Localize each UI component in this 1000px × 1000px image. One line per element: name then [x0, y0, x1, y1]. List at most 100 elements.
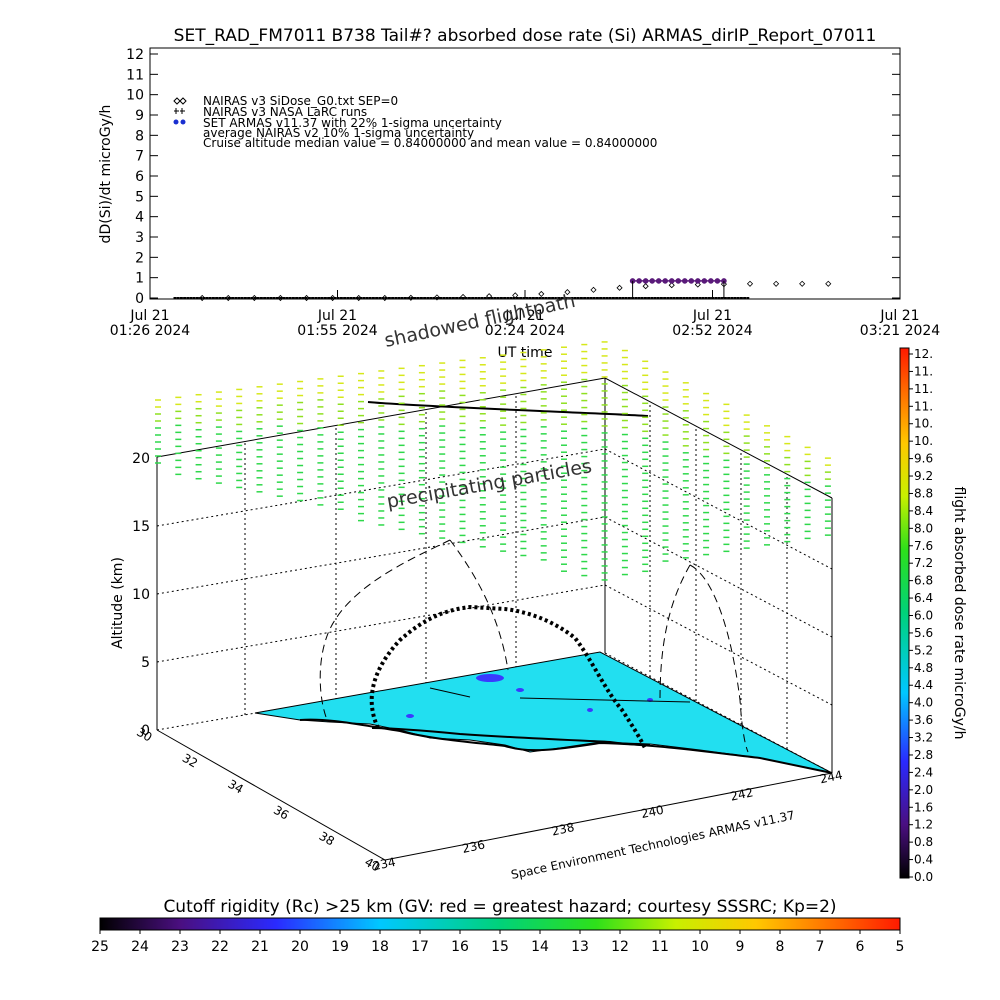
nairas-point — [486, 293, 493, 300]
nairas-point — [538, 290, 545, 297]
y-tick-label: 5 — [135, 189, 144, 205]
dose-colorbar-ticks: 0.0 0.4 0.8 1.2 1.6 2.0 2.4 2.8 3.2 3.6 4.0 4.4 4.8 5… — [909, 347, 933, 884]
y-tick-label: 12 — [126, 47, 144, 63]
flight-projection-mid — [449, 539, 509, 671]
3d-frame — [156, 377, 833, 861]
latitude-tick-label: 40 — [362, 855, 382, 875]
credit-text: Space Environment Technologies ARMAS v11… — [510, 808, 796, 882]
rigidity-colorbar-tick-label: 6 — [856, 939, 865, 955]
rigidity-colorbar-tick-label: 11 — [651, 939, 669, 955]
x-tick-label-time: 03:21 2024 — [860, 323, 941, 339]
rigidity-colorbar-tick-label: 19 — [331, 939, 349, 955]
rigidity-colorbar-tick-label: 5 — [896, 939, 905, 955]
rigidity-colorbar-tick-label: 18 — [371, 939, 389, 955]
rigidity-colorbar-tick-label: 16 — [451, 939, 469, 955]
nairas-point — [746, 280, 754, 287]
rigidity-colorbar-tick-label: 23 — [171, 939, 189, 955]
rigidity-colorbar-label: Cutoff rigidity (Rc) >25 km (GV: red = g… — [163, 897, 836, 917]
surface-track-line — [429, 687, 471, 698]
rigidity-colorbar-tick-label: 24 — [131, 939, 149, 955]
rigidity-colorbar-tick-label: 13 — [571, 939, 589, 955]
nairas-point — [799, 280, 806, 287]
y-tick-label: 4 — [135, 210, 144, 226]
rigidity-colorbar — [99, 917, 901, 931]
dose-colorbar-tick-label: 3.2 — [914, 731, 933, 745]
legend-entry-set-armas: SET ARMAS v11.37 with 22% 1-sigma uncert… — [203, 116, 502, 130]
dose-colorbar-tick-label: 9.6 — [914, 452, 933, 466]
legend-marker-diamond — [173, 97, 187, 105]
nairas-point — [251, 294, 258, 302]
x-tick-label-time: 02:24 2024 — [485, 323, 566, 339]
nairas-point — [199, 294, 206, 302]
nairas-point — [433, 294, 441, 301]
x-tick-label-date: Jul 21 — [879, 308, 919, 324]
rigidity-colorbar-tick-label: 7 — [816, 939, 825, 955]
y-tick-label: 3 — [135, 230, 144, 246]
dose-colorbar-tick-label: 8.0 — [914, 521, 933, 535]
dose-colorbar-tick-label: 11. — [914, 382, 933, 396]
3d-back-wall-grid — [156, 395, 833, 774]
nairas-point — [590, 286, 597, 293]
annotation-precipitating-particles: precipitating particles — [385, 455, 593, 513]
y-tick-label: 0 — [135, 291, 144, 307]
dose-colorbar-tick-label: 8.4 — [914, 504, 933, 518]
altitude-tick-label: 20 — [132, 451, 150, 467]
legend-entry-cruise-median: Cruise altitude median value = 0.8400000… — [203, 136, 657, 150]
dose-colorbar-tick-label: 12. — [914, 347, 933, 361]
latitude-tick-label: 34 — [225, 777, 245, 797]
legend-entry-nairas-larc: NAIRAS v3 NASA LaRC runs — [203, 105, 367, 119]
dose-colorbar-tick-label: 1.2 — [914, 818, 933, 832]
dose-colorbar-tick-label: 5.2 — [914, 643, 933, 657]
dose-colorbar-tick-label: 4.0 — [914, 696, 933, 710]
coastline — [299, 718, 833, 774]
longitude-tick-label: 240 — [640, 803, 665, 821]
x-tick-label-date: Jul 21 — [692, 308, 732, 324]
nairas-point — [459, 293, 467, 301]
dose-colorbar-tick-label: 5.6 — [914, 626, 933, 640]
dose-colorbar-tick-label: 4.4 — [914, 678, 933, 692]
map-surface — [254, 651, 833, 774]
rigidity-colorbar-tick-label: 12 — [611, 939, 629, 955]
latitude-tick-label: 38 — [317, 829, 337, 849]
latitude-tick-label: 32 — [180, 751, 200, 771]
x-tick-label-date: Jul 21 — [504, 308, 544, 324]
rigidity-colorbar-tick-label: 14 — [531, 939, 549, 955]
legend-marker-dots — [173, 119, 186, 125]
nairas-point — [512, 292, 519, 299]
flight-path — [369, 604, 647, 749]
y-tick-label: 9 — [135, 108, 144, 124]
dose-colorbar-tick-label: 4.8 — [914, 661, 933, 675]
dose-colorbar-tick-label: 2.8 — [914, 748, 933, 762]
nairas-point — [381, 294, 388, 302]
longitude-tick-label: 244 — [819, 768, 844, 786]
x-tick-label-time: 01:55 2024 — [297, 323, 378, 339]
rigidity-colorbar-tick-label: 15 — [491, 939, 509, 955]
dose-colorbar-tick-label: 8.8 — [914, 486, 933, 500]
dose-y-axis-label: dD(Si)/dt microGy/h — [98, 105, 114, 244]
dose-colorbar-tick-label: 3.6 — [914, 713, 933, 727]
rigidity-colorbar-tick-label: 9 — [736, 939, 745, 955]
dose-colorbar-tick-label: 2.0 — [914, 783, 933, 797]
nairas-point — [616, 284, 623, 291]
y-tick-label: 6 — [135, 169, 144, 185]
precipitating-particle-field — [155, 341, 831, 581]
dose-colorbar-tick-label: 11. — [914, 364, 933, 378]
dose-colorbar-label: flight absorbed dose rate microGy/h — [951, 487, 967, 740]
altitude-tick-label: 0 — [141, 723, 150, 739]
nairas-point — [773, 280, 780, 287]
legend-entry-nairas-v2: average NAIRAS v2 10% 1-sigma uncertaint… — [203, 126, 474, 140]
dose-colorbar-tick-label: 6.4 — [914, 591, 933, 605]
altitude-tick-label: 5 — [141, 655, 150, 671]
rigidity-colorbar-tick-label: 25 — [91, 939, 109, 955]
nairas-point — [277, 294, 284, 302]
dose-colorbar-tick-label: 7.6 — [914, 539, 933, 553]
nairas-point — [225, 294, 232, 302]
y-tick-label: 2 — [135, 250, 144, 266]
3d-plot: shadowed flightpath precipitating partic… — [110, 290, 844, 882]
dose-colorbar-tick-label: 6.0 — [914, 609, 933, 623]
dose-legend: NAIRAS v3 SiDose_G0.txt SEP=0 NAIRAS v3 … — [173, 94, 657, 150]
nairas-point — [355, 294, 362, 302]
x-tick-label-time: 02:52 2024 — [672, 323, 753, 339]
longitude-ticks: 234 236 238 240 242 244 — [372, 768, 844, 873]
